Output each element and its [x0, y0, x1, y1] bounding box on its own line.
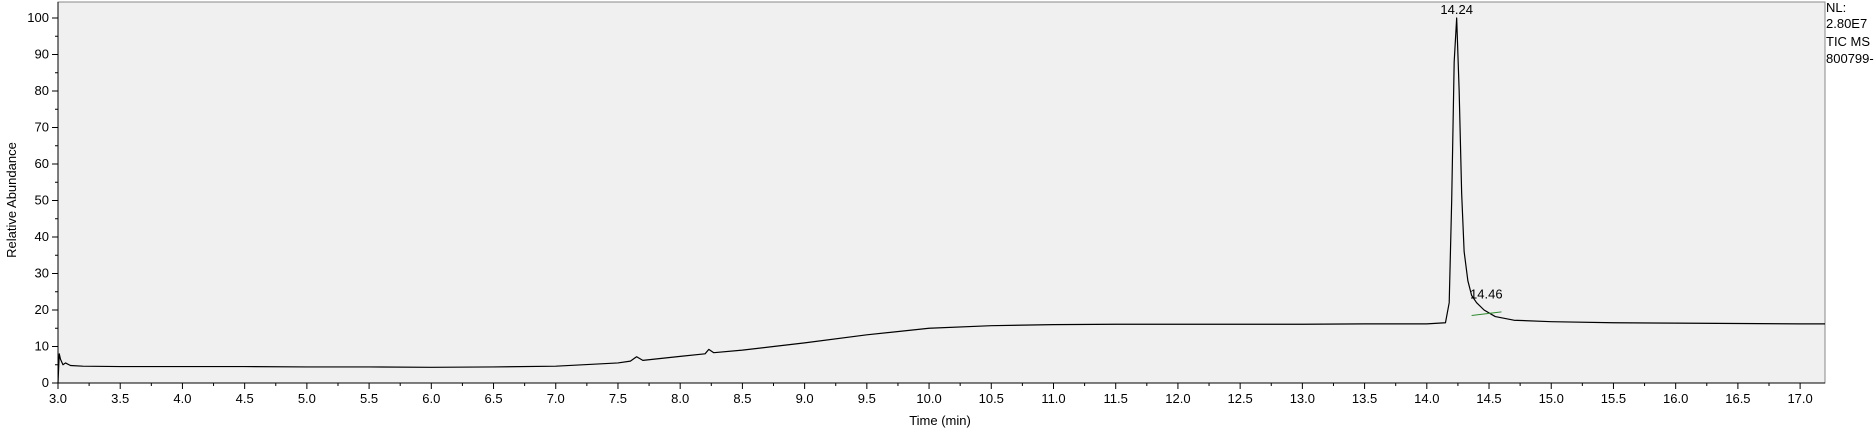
x-tick-label: 14.0	[1414, 391, 1439, 406]
x-tick-label: 14.5	[1476, 391, 1501, 406]
y-tick-label: 0	[42, 375, 49, 390]
y-tick-label: 20	[35, 302, 49, 317]
y-tick-label: 100	[27, 10, 49, 25]
peak-baseline-marker	[1471, 311, 1502, 316]
y-tick-label: 10	[35, 339, 49, 354]
info-nl-value: 2.80E7	[1826, 16, 1868, 31]
plot-area	[57, 1, 1826, 384]
y-tick-label: 40	[35, 229, 49, 244]
x-tick-label: 12.5	[1227, 391, 1252, 406]
x-tick-label: 12.0	[1165, 391, 1190, 406]
peak-label: 14.46	[1470, 287, 1503, 302]
x-tick-label: 5.5	[360, 391, 378, 406]
x-tick-label: 9.5	[858, 391, 876, 406]
x-tick-label: 6.5	[484, 391, 502, 406]
x-tick-label: 3.5	[111, 391, 129, 406]
y-tick-label: 90	[35, 47, 49, 62]
info-nl: NL:	[1826, 0, 1847, 15]
tic-trace-line	[57, 17, 1825, 384]
x-tick-label: 16.5	[1725, 391, 1750, 406]
x-tick-label: 4.0	[173, 391, 191, 406]
x-tick-label: 16.0	[1663, 391, 1688, 406]
y-tick-label: 30	[35, 266, 49, 281]
y-axis-title: Relative Abundance	[4, 142, 19, 258]
x-tick-label: 3.0	[49, 391, 67, 406]
x-tick-label: 7.5	[609, 391, 627, 406]
x-tick-label: 15.5	[1601, 391, 1626, 406]
x-tick-label: 11.5	[1104, 391, 1128, 406]
x-tick-label: 7.0	[547, 391, 565, 406]
x-tick-label: 13.5	[1352, 391, 1377, 406]
y-tick-label: 60	[35, 156, 49, 171]
x-tick-label: 6.0	[422, 391, 440, 406]
y-tick-label: 50	[35, 193, 49, 208]
x-tick-label: 15.0	[1539, 391, 1564, 406]
x-tick-label: 5.0	[298, 391, 316, 406]
x-tick-label: 10.5	[979, 391, 1004, 406]
x-tick-label: 10.0	[916, 391, 941, 406]
x-axis-title: Time (min)	[909, 413, 971, 428]
y-tick-label: 80	[35, 83, 49, 98]
info-file-id: 800799-	[1826, 51, 1874, 66]
x-tick-label: 8.5	[733, 391, 751, 406]
x-tick-label: 11.0	[1041, 391, 1065, 406]
info-scan-type: TIC MS	[1826, 34, 1871, 49]
peak-label: 14.24	[1440, 2, 1473, 17]
y-tick-label: 70	[35, 120, 49, 135]
x-tick-label: 8.0	[671, 391, 689, 406]
x-tick-label: 9.0	[796, 391, 814, 406]
x-tick-label: 17.0	[1787, 391, 1812, 406]
x-tick-label: 4.5	[236, 391, 254, 406]
x-tick-label: 13.0	[1290, 391, 1315, 406]
